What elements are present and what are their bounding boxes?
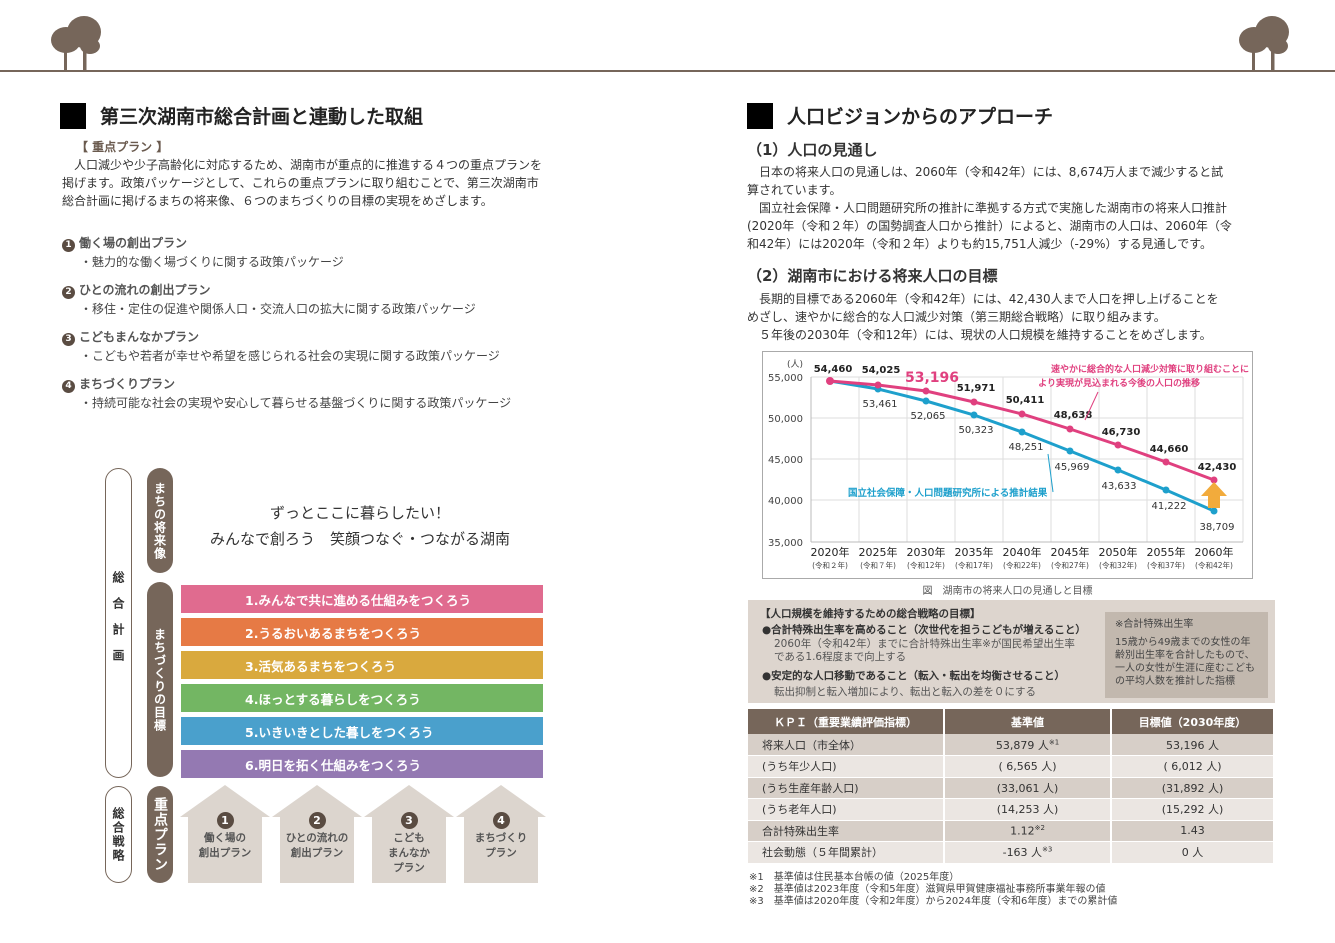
house-shape-icon <box>456 785 546 883</box>
svg-text:54,460: 54,460 <box>814 364 853 375</box>
svg-text:より実現が見込まれる今後の人口の推移: より実現が見込まれる今後の人口の推移 <box>1038 377 1200 389</box>
svg-text:(令和32年): (令和32年) <box>1099 560 1137 570</box>
svg-text:50,411: 50,411 <box>1006 395 1045 406</box>
svg-text:54,025: 54,025 <box>862 365 901 376</box>
svg-text:(人): (人) <box>787 359 803 370</box>
title-square-icon <box>747 102 773 129</box>
table-header-row: ＫＰＩ（重要業績評価指標） 基準値 目標値（2030年度） <box>748 709 1275 734</box>
number-badge-icon: 4 <box>62 380 75 393</box>
comprehensive-strategy-bracket: 総合戦略 <box>105 786 132 883</box>
goal-bar-3: 3.活気あるまちをつくろう <box>181 651 543 679</box>
label-priority-plans: 重点プラン <box>147 786 173 883</box>
svg-text:国立社会保障・人口問題研究所による推計結果: 国立社会保障・人口問題研究所による推計結果 <box>848 487 1048 499</box>
table-row: (うち老年人口) (14,253 人) (15,292 人) <box>748 798 1275 821</box>
table-row: 将来人口（市全体） 53,879 人※1 53,196 人 <box>748 734 1275 756</box>
table-row: 社会動態（５年間累計） -163 人※3 0 人 <box>748 841 1275 864</box>
svg-text:(令和７年): (令和７年) <box>860 560 896 570</box>
number-badge-icon: 1 <box>62 239 75 252</box>
svg-text:2045年: 2045年 <box>1051 545 1090 559</box>
svg-text:53,461: 53,461 <box>863 399 898 410</box>
plan-item: 1 働く場の創出プラン ・魅力的な働く場づくりに関する政策パッケージ <box>62 234 344 272</box>
house-plan-2: 2 ひとの流れの 創出プラン <box>272 785 362 883</box>
svg-text:2050年: 2050年 <box>1099 545 1138 559</box>
svg-text:45,969: 45,969 <box>1055 462 1090 473</box>
goal-bar-5: 5.いきいきとした暮しをつくろう <box>181 717 543 745</box>
number-badge-icon: 3 <box>62 333 75 346</box>
svg-text:46,730: 46,730 <box>1102 427 1141 438</box>
number-badge-icon: 2 <box>62 286 75 299</box>
population-chart: (人) 55,000 50,000 45,000 40,000 35,000 5… <box>762 351 1253 579</box>
subsection-1-title: （1）人口の見通し <box>747 141 878 159</box>
paragraph-target: 長期的目標である2060年（令和42年）には、42,430人まで人口を押し上げる… <box>747 292 1219 342</box>
svg-text:2060年: 2060年 <box>1195 545 1234 559</box>
section-title-left: 第三次湖南市総合計画と連動した取組 <box>60 102 423 129</box>
house-shape-icon <box>364 785 454 883</box>
svg-text:50,323: 50,323 <box>959 425 994 436</box>
svg-text:38,709: 38,709 <box>1200 522 1235 533</box>
line-chart-svg: (人) 55,000 50,000 45,000 40,000 35,000 5… <box>768 359 1249 570</box>
svg-text:35,000: 35,000 <box>768 538 803 549</box>
house-plan-1: 1 働く場の 創出プラン <box>180 785 270 883</box>
house-plan-3: 3 こども まんなか プラン <box>364 785 454 883</box>
tree-logo-icon <box>51 16 101 70</box>
svg-text:45,000: 45,000 <box>768 455 803 466</box>
house-shape-icon <box>272 785 362 883</box>
svg-text:42,430: 42,430 <box>1198 462 1237 473</box>
goal-bar-4: 4.ほっとする暮らしをつくろう <box>181 684 543 712</box>
goal-bar-2: 2.うるおいあるまちをつくろう <box>181 618 543 646</box>
label-goals: まちづくりの目標 <box>147 582 173 777</box>
header-rule <box>0 70 1335 72</box>
house-shape-icon <box>180 785 270 883</box>
table-row: (うち年少人口) ( 6,565 人) ( 6,012 人) <box>748 755 1275 778</box>
subheading: 【 重点プラン 】 <box>76 140 169 154</box>
svg-text:(令和17年): (令和17年) <box>955 560 993 570</box>
goal-bar-6: 6.明日を拓く仕組みをつくろう <box>181 750 543 778</box>
kpi-table: ＫＰＩ（重要業績評価指標） 基準値 目標値（2030年度） 将来人口（市全体） … <box>748 709 1275 864</box>
svg-text:50,000: 50,000 <box>768 414 803 425</box>
city-vision: ずっとここに暮らしたい！ みんなで創ろう 笑顔つなぐ・つながる湖南 <box>209 504 510 548</box>
svg-text:(令和12年): (令和12年) <box>907 560 945 570</box>
chart-caption: 図 湖南市の将来人口の見通しと目標 <box>922 586 1093 597</box>
svg-text:2035年: 2035年 <box>955 545 994 559</box>
up-arrow-icon <box>1201 482 1227 508</box>
svg-text:41,222: 41,222 <box>1152 501 1187 512</box>
svg-text:2055年: 2055年 <box>1147 545 1186 559</box>
svg-text:52,065: 52,065 <box>911 411 946 422</box>
svg-text:48,638: 48,638 <box>1054 410 1093 421</box>
svg-text:(令和27年): (令和27年) <box>1051 560 1089 570</box>
comprehensive-plan-bracket: 総合計画 <box>105 468 132 778</box>
tree-logo-icon <box>1239 16 1289 70</box>
svg-text:40,000: 40,000 <box>768 496 803 507</box>
svg-text:2025年: 2025年 <box>859 545 898 559</box>
svg-text:(令和２年): (令和２年) <box>812 560 848 570</box>
svg-text:(令和42年): (令和42年) <box>1195 560 1233 570</box>
svg-text:2020年: 2020年 <box>811 545 850 559</box>
paragraph-outlook: 日本の将来人口の見通しは、2060年（令和42年）には、8,674万人まで減少す… <box>747 165 1232 251</box>
house-plan-4: 4 まちづくり プラン <box>456 785 546 883</box>
svg-text:55,000: 55,000 <box>768 373 803 384</box>
title-square-icon <box>60 102 86 129</box>
label-vision: まちの将来像 <box>147 468 173 573</box>
table-row: (うち生産年齢人口) (33,061 人) (31,892 人) <box>748 777 1275 799</box>
svg-text:48,251: 48,251 <box>1009 442 1044 453</box>
svg-text:43,633: 43,633 <box>1102 481 1137 492</box>
goal-bar-1: 1.みんなで共に進める仕組みをつくろう <box>181 585 543 613</box>
svg-text:2030年: 2030年 <box>907 545 946 559</box>
section-title-right: 人口ビジョンからのアプローチ <box>747 102 1053 129</box>
svg-text:44,660: 44,660 <box>1150 444 1189 455</box>
subsection-2-title: （2）湖南市における将来人口の目標 <box>747 267 998 285</box>
svg-text:53,196: 53,196 <box>905 370 959 386</box>
svg-text:(令和22年): (令和22年) <box>1003 560 1041 570</box>
svg-text:2040年: 2040年 <box>1003 545 1042 559</box>
svg-text:速やかに総合的な人口減少対策に取り組むことに: 速やかに総合的な人口減少対策に取り組むことに <box>1051 363 1249 375</box>
plan-item: 3 こどもまんなかプラン ・こどもや若者が幸せや希望を感じられる社会の実現に関する… <box>62 328 500 366</box>
table-row: 合計特殊出生率 1.12※2 1.43 <box>748 820 1275 842</box>
intro-paragraph: 人口減少や少子高齢化に対応するため、湖南市が重点的に推進する４つの重点プランを … <box>62 158 543 208</box>
svg-text:51,971: 51,971 <box>957 383 996 394</box>
svg-text:(令和37年): (令和37年) <box>1147 560 1185 570</box>
footnotes: ※1 基準値は住民基本台帳の値（2025年度） ※2 基準値は2023年度（令和… <box>749 872 1118 907</box>
plan-item: 2 ひとの流れの創出プラン ・移住・定住の促進や関係人口・交流人口の拡大に関する政… <box>62 281 476 319</box>
plan-item: 4 まちづくりプラン ・持続可能な社会の実現や安心して暮らせる基盤づくりに関する政… <box>62 375 511 413</box>
fertility-rate-note: ※合計特殊出生率 15歳から49歳までの女性の年 齢別出生率を合計したもので、 … <box>1105 612 1268 698</box>
